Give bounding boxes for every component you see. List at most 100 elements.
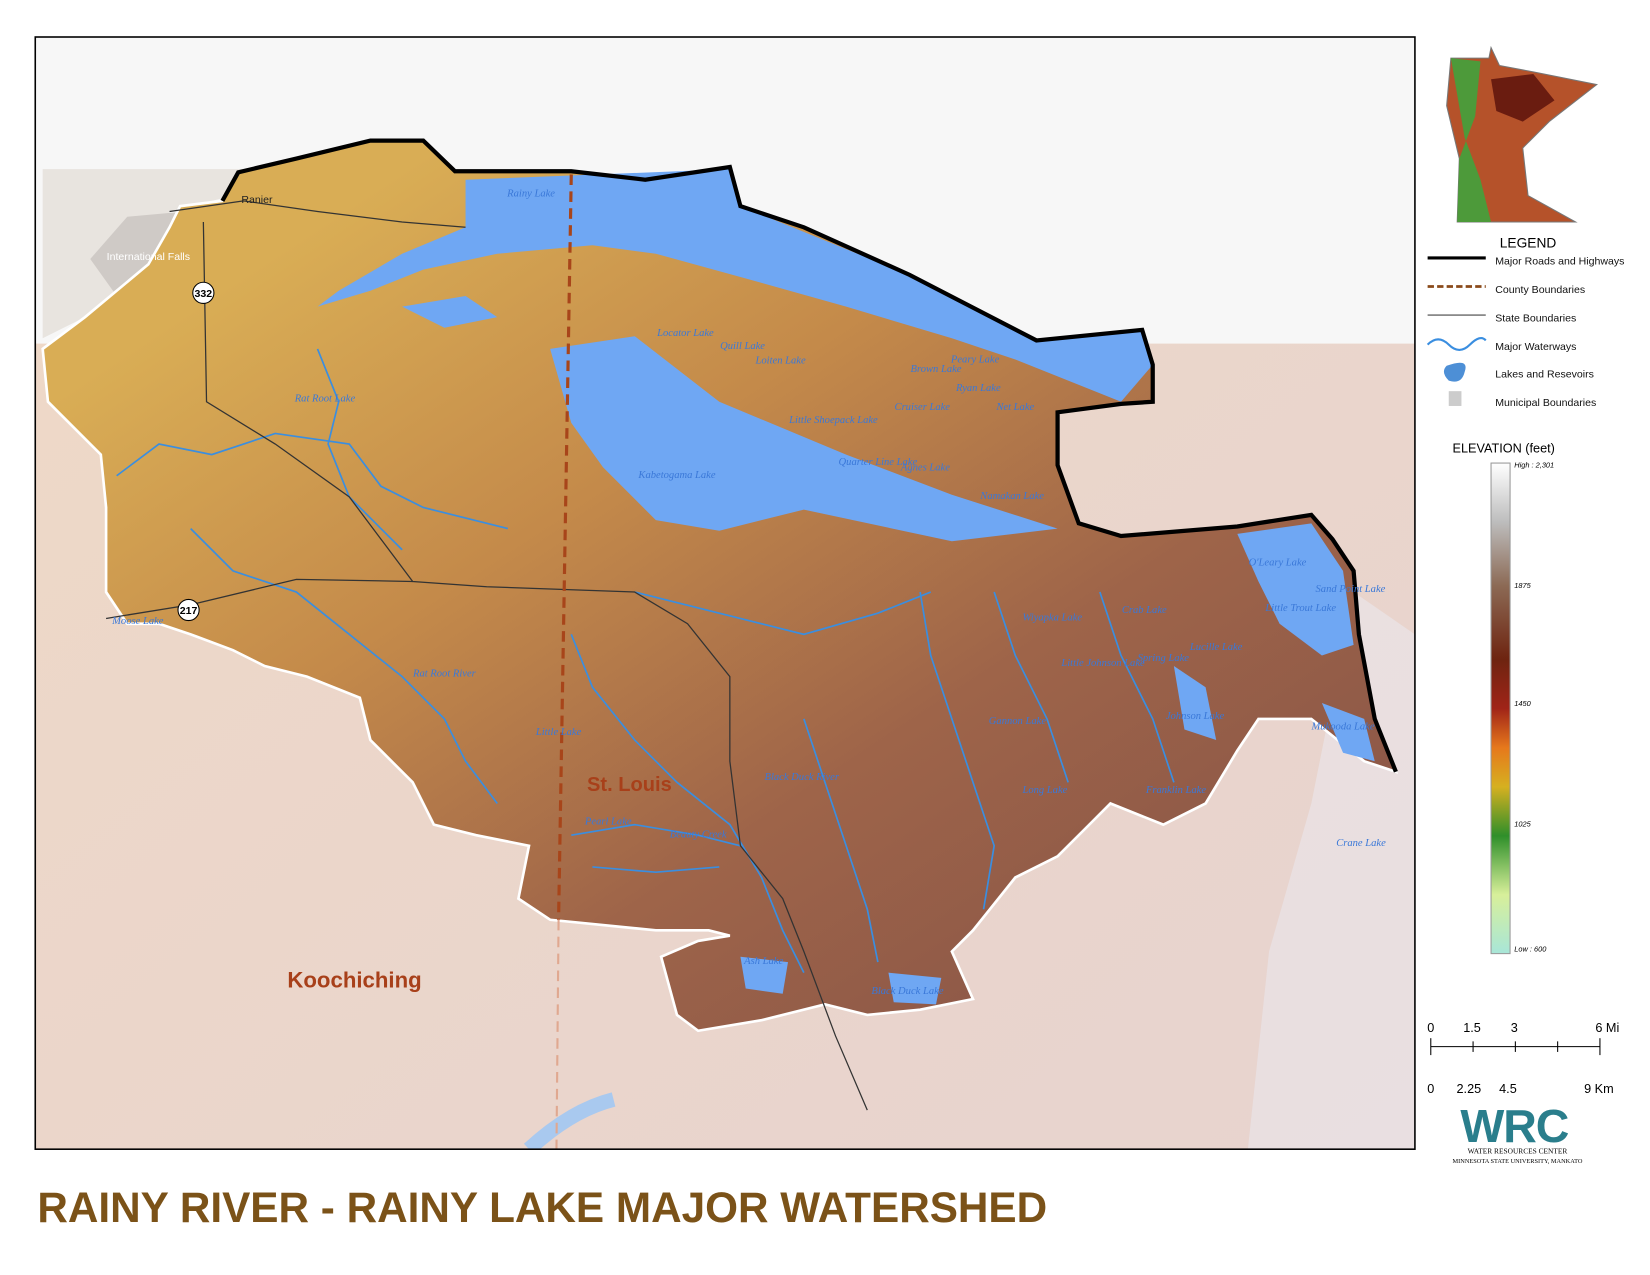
county-label: St. Louis [587,774,672,796]
scale-label: 0 [1427,1021,1434,1035]
map-frame [34,36,1416,1150]
feature-label: Little Johnson Lake [1060,658,1145,669]
elevation-label: 1450 [1514,699,1531,708]
feature-label: Kabetogama Lake [637,470,715,481]
feature-label: Ash Lake [743,956,783,967]
feature-label: Brown Lake [911,364,962,375]
feature-label: Little Shoepack Lake [788,415,878,426]
lake [1237,523,1354,656]
scale-label: 2.25 [1457,1082,1482,1096]
feature-label: Gannon Lake [989,716,1047,727]
scale-ticks [1430,1038,1601,1056]
legend-swatch [1443,362,1466,382]
feature-label: Quill Lake [720,341,765,352]
river [919,591,996,910]
lake [1321,703,1375,762]
feature-label: Pearl Lake [584,817,632,828]
county-label: Koochiching [287,967,421,992]
feature-label: Moose Lake [111,616,164,627]
feature-label: Locator Lake [656,328,714,339]
scale-label: 0 [1427,1082,1434,1096]
lake [740,956,788,994]
highway-label: 332 [195,288,213,300]
county-boundary [556,174,573,920]
scale-label: 4.5 [1499,1082,1517,1096]
river [571,823,741,847]
feature-label: Rat Root Lake [294,394,356,405]
roads [105,200,868,1111]
scale-label: 9 Km [1584,1082,1614,1096]
feature-label: Long Lake [1021,785,1067,796]
feature-label: Peary Lake [950,355,1000,366]
feature-label: Rat Root River [412,669,477,680]
logo-line: MINNESOTA STATE UNIVERSITY, MANKATO [1453,1158,1583,1165]
county-boundary [555,919,560,1150]
place-label: International Falls [107,251,190,263]
elevation-label: High : 2,301 [1514,460,1554,469]
river [570,634,805,974]
scale-label: 1.5 [1463,1021,1481,1035]
feature-label: Namakan Lake [979,491,1044,502]
legend: LEGEND Major Roads and Highways County B… [1426,235,1624,955]
feature-labels: Rainy Lake Rat Root Lake Kabetogama Lake Lo… [111,189,1386,997]
legend-heading: LEGEND [1500,235,1557,250]
road [105,578,413,620]
page-title: RAINY RIVER - RAINY LAKE MAJOR WATERSHED [37,1184,1047,1231]
lake [317,169,1153,402]
logo-line: WATER RESOURCES CENTER [1468,1146,1568,1155]
minnesota [1446,45,1599,223]
feature-label: Little Lake [535,727,582,738]
legend-item: Major Waterways [1495,341,1576,353]
highway-label: 217 [180,605,198,617]
feature-label: Sand Point Lake [1316,584,1386,595]
legend-item: County Boundaries [1495,284,1585,296]
map: 332 217 Ranier International Falls St. L… [35,37,1415,1150]
lake [1173,666,1217,741]
scale-label: 3 [1511,1021,1518,1035]
feature-label: Little Trout Lake [1264,603,1336,614]
elevation-heading: ELEVATION (feet) [1453,441,1555,455]
feature-label: O'Leary Lake [1249,558,1307,569]
legend-swatch [1426,336,1487,351]
feature-label: Johnson Lake [1166,711,1225,722]
river [1099,591,1175,783]
lakes [317,169,1375,1005]
minnesota-lowland [1450,58,1492,223]
scale-label: 6 Mi [1595,1021,1619,1035]
road [169,200,466,228]
state-boundary [220,138,1398,773]
legend-item: Major Roads and Highways [1495,255,1624,267]
legend-item: State Boundaries [1495,312,1576,324]
feature-label: Rainy Lake [506,189,555,200]
river [592,866,720,874]
legend-swatch [1448,391,1462,406]
legend-item: Lakes and Resevoirs [1495,368,1594,380]
feature-label: Ryan Lake [955,383,1001,394]
inset-map [1446,45,1599,223]
lake [402,296,498,328]
logo: WRC WATER RESOURCES CENTER MINNESOTA STA… [1453,1100,1583,1165]
road [202,222,868,1111]
feature-label: Lucille Lake [1189,642,1243,653]
logo-mark: WRC [1460,1100,1568,1152]
river [803,718,879,963]
feature-label: Spring Lake [1138,653,1190,664]
feature-label: Crane Lake [1336,838,1386,849]
river [634,591,932,636]
river [116,432,509,530]
feature-label: Cruiser Lake [895,402,951,413]
elevation-label: 1875 [1514,581,1531,590]
feature-label: Net Lake [995,402,1034,413]
river [190,528,498,804]
rivers [116,348,1175,974]
feature-label: Crab Lake [1122,605,1167,616]
highway-shield [192,281,215,304]
feature-label: Black Duck Lake [871,986,943,997]
feature-label: Agnes Lake [900,462,950,473]
feature-label: Black Duck River [764,772,839,783]
elevation-ramp [1490,462,1511,955]
feature-label: Franklin Lake [1145,785,1206,796]
river [316,348,403,551]
